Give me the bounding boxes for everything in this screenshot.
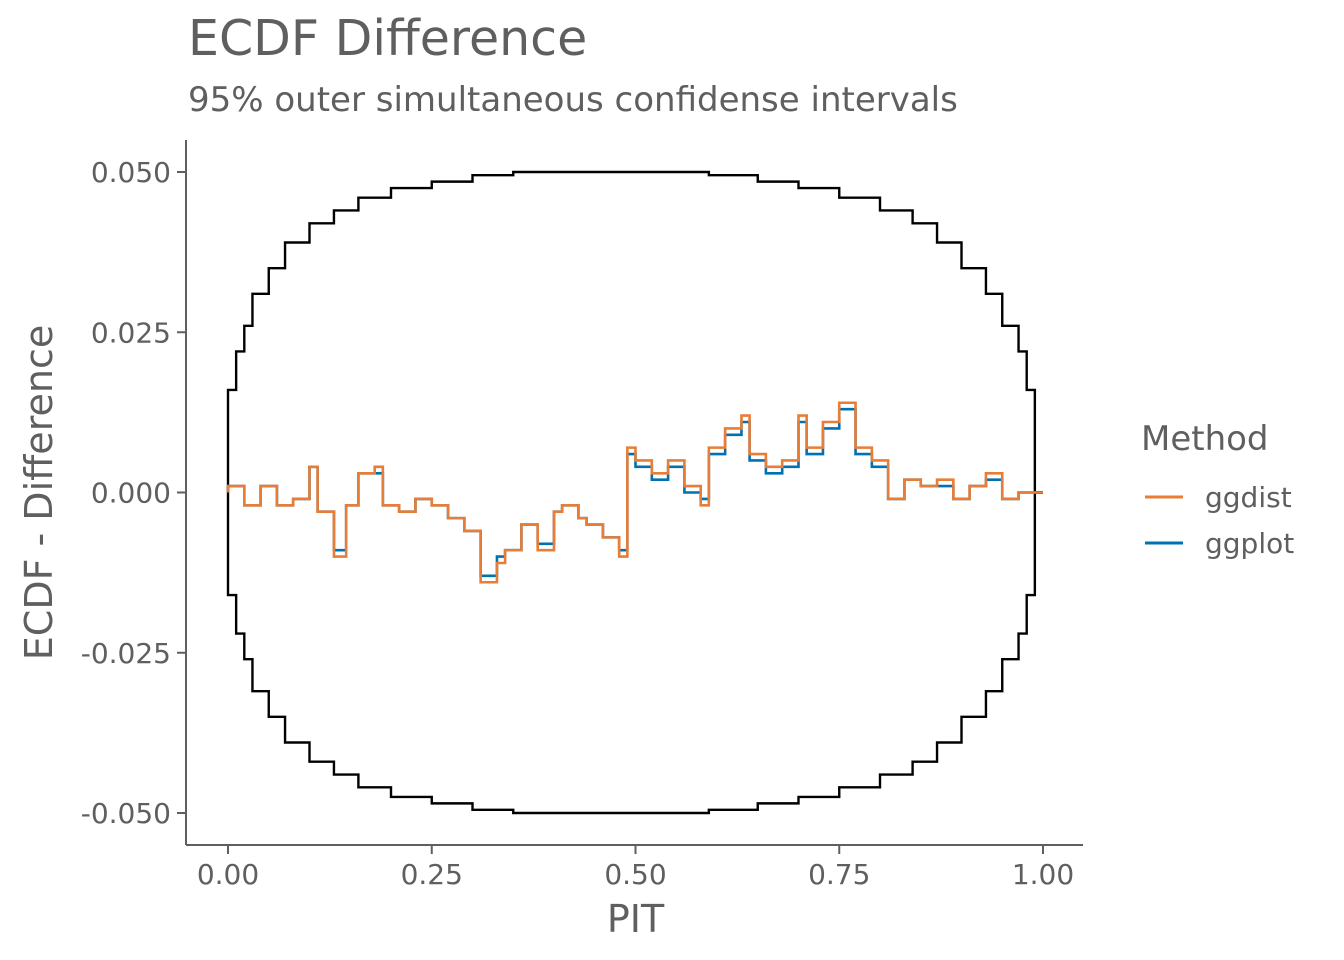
x-tick-label: 1.00 xyxy=(1012,858,1074,891)
series-line-ggplot xyxy=(226,407,1043,578)
legend-title: Method xyxy=(1141,419,1269,459)
series-layer xyxy=(226,170,1043,815)
x-axis-title: PIT xyxy=(607,897,665,941)
x-tick-label: 0.00 xyxy=(197,858,259,891)
y-tick-label: -0.050 xyxy=(81,797,171,830)
chart-subtitle: 95% outer simultaneous confidense interv… xyxy=(188,80,958,120)
y-axis-ticks: 0.050 0.025 0.000 -0.025 -0.050 xyxy=(81,156,186,830)
legend: Method ggdist ggplot xyxy=(1141,419,1294,560)
x-tick-label: 0.25 xyxy=(401,858,463,891)
y-tick-label: 0.000 xyxy=(91,477,171,510)
x-tick-label: 0.50 xyxy=(604,858,666,891)
y-tick-label: 0.050 xyxy=(91,156,171,189)
x-axis-ticks: 0.00 0.25 0.50 0.75 1.00 xyxy=(197,845,1074,891)
legend-label-ggplot: ggplot xyxy=(1205,527,1294,560)
legend-label-ggdist: ggdist xyxy=(1205,481,1292,514)
y-tick-label: 0.025 xyxy=(91,316,171,349)
lower-confidence-band xyxy=(226,491,1043,815)
chart-title: ECDF Difference xyxy=(188,10,588,67)
series-line-ggdist xyxy=(226,401,1043,584)
upper-confidence-band xyxy=(226,170,1043,494)
x-tick-label: 0.75 xyxy=(808,858,870,891)
y-tick-label: -0.025 xyxy=(81,637,171,670)
y-axis-title: ECDF - Difference xyxy=(17,325,61,660)
